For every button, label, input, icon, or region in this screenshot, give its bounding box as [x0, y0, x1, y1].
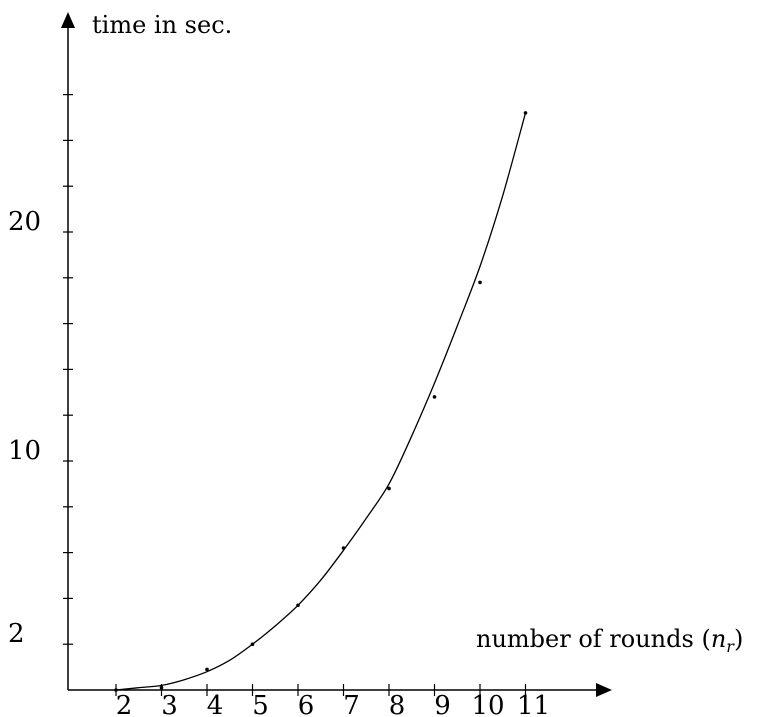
x-axis-title-var: n — [711, 625, 726, 653]
x-axis-title-text: number of rounds ( — [476, 625, 711, 653]
x-tick-label: 11 — [517, 691, 550, 717]
data-point — [478, 280, 482, 285]
data-point — [250, 642, 255, 646]
tick-labels: 2 3 4 5 6 7 8 9 10 11 2 10 20 — [8, 207, 550, 717]
fit-curve — [115, 112, 527, 691]
x-tick-label: 3 — [161, 691, 178, 717]
y-axis-title: time in sec. — [92, 11, 232, 39]
x-tick-label: 5 — [252, 691, 269, 717]
y-tick-label: 10 — [8, 436, 41, 466]
y-axis-arrow — [61, 12, 75, 28]
x-tick-label: 6 — [298, 691, 315, 717]
data-point — [205, 667, 209, 672]
x-tick-label: 10 — [471, 691, 504, 717]
x-axis-title: number of rounds (nr) — [476, 625, 743, 656]
data-point — [523, 111, 528, 115]
data-point — [387, 486, 391, 491]
data-point — [114, 688, 118, 692]
data-point — [159, 685, 164, 690]
axes — [61, 12, 612, 697]
x-axis-arrow — [596, 683, 612, 697]
y-tick-label: 2 — [8, 619, 25, 649]
x-tick-label: 9 — [434, 691, 451, 717]
x-tick-label: 8 — [389, 691, 406, 717]
x-axis-title-sub: r — [726, 637, 735, 656]
data-point — [341, 546, 346, 550]
ticks — [63, 93, 527, 696]
data-points — [114, 111, 528, 692]
x-tick-label: 4 — [207, 691, 224, 717]
x-axis-title-close: ) — [734, 625, 743, 653]
data-point — [432, 395, 437, 399]
y-tick-label: 20 — [8, 207, 41, 237]
x-tick-label: 2 — [116, 691, 133, 717]
data-point — [296, 603, 300, 608]
x-tick-label: 7 — [343, 691, 360, 717]
